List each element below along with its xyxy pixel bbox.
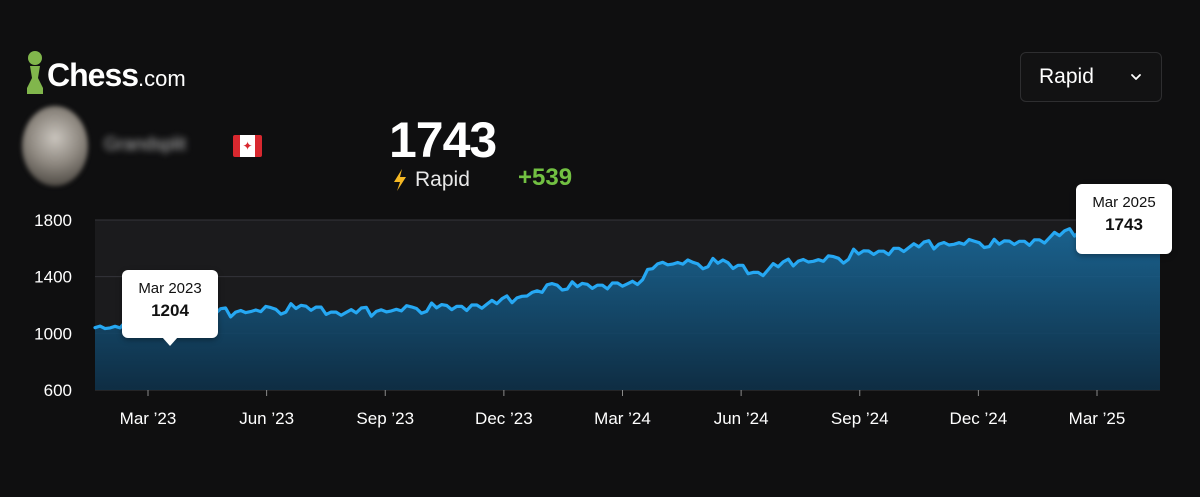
x-tick-label: Mar ’24 (594, 409, 651, 428)
y-tick-label: 600 (44, 381, 72, 400)
y-tick-label: 1800 (34, 211, 72, 230)
x-tick-label: Sep ’23 (356, 409, 414, 428)
canada-flag-icon: ✦ (233, 135, 262, 157)
avatar[interactable] (22, 106, 88, 186)
tooltip-start-value: 1204 (151, 301, 189, 320)
username[interactable]: Grandsplit (104, 134, 187, 154)
tooltip-end-value: 1743 (1105, 215, 1143, 234)
tooltip-end-date: Mar 2025 (1092, 194, 1156, 211)
x-tick-label: Dec ’23 (475, 409, 533, 428)
logo-text: Chess.com (47, 57, 186, 93)
rating-change: +539 (518, 164, 573, 191)
tooltip-end: Mar 2025 1743 (1076, 184, 1172, 254)
x-tick-label: Jun ’24 (714, 409, 769, 428)
x-tick-label: Sep ’24 (831, 409, 889, 428)
x-tick-label: Mar ’25 (1069, 409, 1126, 428)
y-tick-label: 1400 (34, 268, 72, 287)
lightning-bolt-icon (394, 169, 406, 191)
x-tick-label: Jun ’23 (239, 409, 294, 428)
x-tick-label: Dec ’24 (950, 409, 1008, 428)
y-tick-label: 1000 (34, 324, 72, 343)
rating-mode-label: Rapid (415, 168, 470, 191)
dropdown-selected-label: Rapid (1039, 65, 1094, 88)
current-rating: 1743 (389, 112, 497, 168)
tooltip-start: Mar 2023 1204 (122, 270, 218, 346)
chess-com-logo[interactable]: Chess.com (24, 48, 186, 96)
chevron-down-icon (1131, 74, 1141, 80)
tooltip-start-date: Mar 2023 (138, 280, 202, 297)
rating-area-fill (95, 224, 1160, 390)
time-control-dropdown[interactable]: Rapid (1020, 52, 1162, 102)
pawn-logo-icon (27, 51, 43, 94)
x-tick-label: Mar ’23 (120, 409, 177, 428)
rating-series-line (93, 222, 1162, 331)
